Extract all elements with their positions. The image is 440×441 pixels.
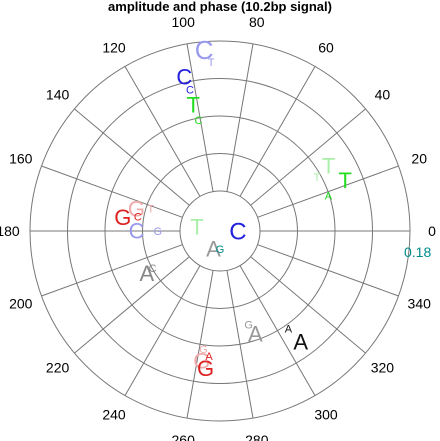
grid-spoke xyxy=(124,265,201,396)
sequence-letter-C: C xyxy=(229,218,246,245)
grid-spoke xyxy=(124,66,201,197)
sequence-letter-C: C xyxy=(194,115,202,127)
sequence-letter-G: G xyxy=(128,196,145,221)
grid-spoke xyxy=(41,244,183,297)
sequence-letter-T: T xyxy=(339,168,352,193)
grid-spoke xyxy=(257,165,399,218)
sequence-letter-A: A xyxy=(205,351,213,363)
sequence-letter-C: C xyxy=(134,211,142,223)
sequence-letter-G: G xyxy=(153,226,162,238)
sequence-letter-C: C xyxy=(129,219,145,244)
angle-tick-label: 20 xyxy=(411,150,427,166)
angle-tick-label: 180 xyxy=(0,223,20,239)
grid-spoke xyxy=(186,270,214,419)
angle-tick-label: 80 xyxy=(249,14,265,30)
sequence-letter-A: A xyxy=(325,191,333,203)
sequence-letter-T: T xyxy=(322,153,335,178)
sequence-letter-G: G xyxy=(114,205,131,230)
sequence-letter-G: G xyxy=(216,244,225,256)
radius-max-label: 0.18 xyxy=(404,244,431,260)
sequence-letter-G: G xyxy=(197,356,214,381)
angle-tick-label: 160 xyxy=(9,150,33,166)
sequence-letter-G: G xyxy=(199,344,208,356)
sequence-letter-G: G xyxy=(193,348,210,373)
grid-spoke xyxy=(250,108,366,206)
angle-tick-label: 260 xyxy=(172,432,196,441)
angle-tick-labels: 0 20 40 60 80 100 120 140 160 180 200 220 240 260 280 3… xyxy=(0,14,436,441)
angle-tick-label: 120 xyxy=(102,39,126,55)
angle-tick-label: 340 xyxy=(408,296,432,312)
sequence-letter-T: T xyxy=(186,93,199,118)
sequence-letter-C: C xyxy=(149,263,157,275)
angle-tick-label: 140 xyxy=(46,87,70,103)
angle-tick-label: 300 xyxy=(314,407,338,423)
angle-tick-label: 200 xyxy=(9,296,33,312)
grid-spoke xyxy=(74,256,190,354)
polar-grid xyxy=(29,40,411,422)
grid-spoke xyxy=(226,270,254,419)
grid-spoke xyxy=(186,43,214,192)
angle-tick-label: 100 xyxy=(172,14,196,30)
sequence-letter-T: T xyxy=(208,57,215,69)
sequence-letter-C: C xyxy=(186,84,194,96)
chart-title: amplitude and phase (10.2bp signal) xyxy=(108,0,332,14)
angle-tick-label: 0 xyxy=(428,223,436,239)
grid-spoke xyxy=(239,265,316,396)
sequence-letter-G: G xyxy=(244,320,253,332)
sequence-letter-T: T xyxy=(190,215,203,240)
sequence-letter-A: A xyxy=(293,330,308,355)
sequence-letter-A: A xyxy=(248,321,263,346)
grid-spoke xyxy=(239,66,316,197)
grid-spoke xyxy=(226,43,254,192)
sequence-letter-A: A xyxy=(206,237,221,262)
angle-tick-label: 60 xyxy=(318,39,334,55)
angle-tick-label: 220 xyxy=(46,359,70,375)
sequence-letter-C: C xyxy=(195,35,214,65)
grid-spoke xyxy=(41,165,183,218)
grid-spoke xyxy=(74,108,190,206)
sequence-letter-C: C xyxy=(176,64,192,89)
grid-spoke xyxy=(250,256,366,354)
angle-tick-label: 40 xyxy=(375,87,391,103)
sequence-letter-A: A xyxy=(285,324,293,336)
sequence-letter-T: T xyxy=(147,203,154,215)
grid-spoke xyxy=(257,244,399,297)
sequence-letter-A: A xyxy=(140,261,155,286)
angle-tick-label: 280 xyxy=(245,432,269,441)
sequence-letter-T: T xyxy=(314,172,321,184)
angle-tick-label: 240 xyxy=(102,407,126,423)
angle-tick-label: 320 xyxy=(371,359,395,375)
